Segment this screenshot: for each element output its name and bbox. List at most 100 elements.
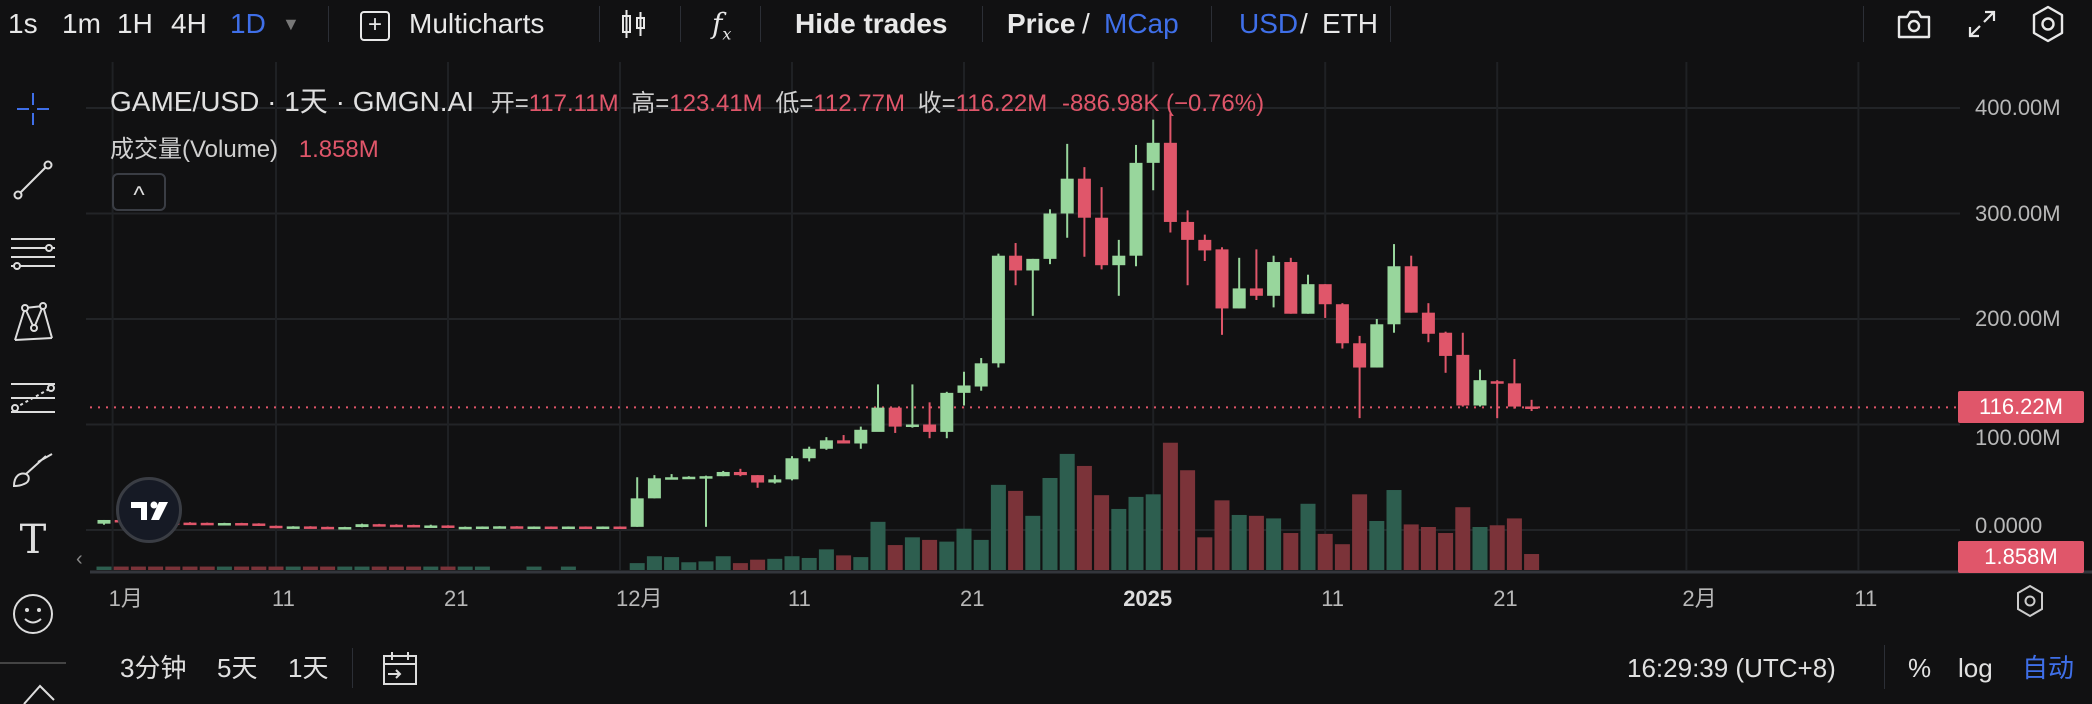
eth-toggle[interactable]: ETH (1322, 8, 1378, 39)
candle-body (682, 476, 696, 480)
volume-bar (96, 566, 112, 570)
candle-body (1060, 178, 1074, 214)
volume-bar (388, 566, 404, 570)
volume-bar (285, 566, 301, 570)
scroll-left-icon[interactable]: ‹ (76, 548, 83, 570)
add-chart-icon[interactable]: + (360, 11, 390, 41)
time-axis-label: 11 (1854, 586, 1878, 611)
divider (352, 648, 353, 688)
open-value: 117.11M (528, 90, 619, 117)
volume-bar (784, 556, 800, 570)
time-axis-label: 21 (960, 586, 985, 611)
volume-bar (165, 566, 181, 570)
close-value: 116.22M (955, 90, 1048, 117)
interval-1m[interactable]: 1m (62, 8, 101, 39)
symbol-title: GAME/USD · 1天 · GMGN.AI (110, 86, 475, 117)
toolbar-divider (0, 662, 66, 664)
candle-body (733, 471, 747, 476)
interval-1s[interactable]: 1s (8, 8, 38, 39)
volume-bar (990, 484, 1006, 570)
candle-body (1232, 288, 1246, 309)
volume-bar (1076, 465, 1092, 570)
candle-body (510, 526, 524, 529)
volume-value: 1.858M (298, 136, 379, 163)
interval-dropdown-icon[interactable]: ▼ (282, 14, 300, 34)
multicharts-button[interactable]: Multicharts (409, 8, 545, 39)
collapse-legend-button[interactable]: ^ (112, 173, 166, 211)
candle-body (579, 526, 593, 530)
divider (1211, 6, 1212, 42)
candle-style-icon[interactable] (620, 8, 648, 40)
text-tool-icon[interactable]: T (19, 517, 47, 563)
volume-bar (1352, 494, 1368, 570)
settings-icon[interactable] (2030, 4, 2066, 44)
volume-bar (337, 566, 353, 570)
candle-body (1473, 380, 1487, 406)
candle-body (991, 255, 1005, 364)
brush-tool[interactable] (8, 445, 58, 495)
interval-1d[interactable]: 1D (230, 8, 266, 39)
tradingview-logo[interactable] (116, 477, 182, 543)
candle-body (252, 523, 266, 526)
candle-body (1215, 249, 1229, 309)
clock-timezone[interactable]: 16:29:39 (UTC+8) (1627, 653, 1836, 683)
horizontal-lines-tool[interactable] (8, 226, 58, 276)
interval-4h[interactable]: 4H (171, 8, 207, 39)
volume-bar (199, 566, 215, 570)
usd-toggle[interactable]: USD (1239, 8, 1299, 39)
candle-body (1112, 255, 1126, 266)
range-3min[interactable]: 3分钟 (120, 653, 187, 683)
volume-bar (1524, 554, 1540, 570)
divider (1884, 645, 1885, 689)
smiley-icon (13, 594, 53, 634)
fibonacci-tool[interactable] (8, 373, 58, 423)
volume-bar (732, 563, 748, 570)
volume-bar (1369, 520, 1385, 570)
tradingview-logo-icon (131, 501, 168, 520)
volume-bar (251, 566, 267, 570)
volume-bar (664, 557, 680, 570)
range-1d[interactable]: 1天 (288, 653, 329, 683)
candle-body (235, 523, 249, 526)
brush-icon (12, 453, 53, 488)
slash-separator: / (1300, 8, 1308, 39)
log-scale-toggle[interactable]: log (1958, 653, 1993, 683)
pattern-tool[interactable] (8, 298, 58, 348)
volume-bar (1334, 544, 1350, 570)
candle-body (974, 363, 988, 387)
calendar-goto-icon[interactable] (380, 650, 420, 688)
candle-body (1525, 406, 1539, 409)
candle-body (372, 524, 386, 527)
candle-body (424, 525, 438, 528)
divider (760, 6, 761, 42)
range-5d[interactable]: 5天 (217, 653, 258, 683)
mcap-toggle[interactable]: MCap (1104, 8, 1179, 39)
crosshair-tool[interactable] (8, 84, 58, 134)
candle-body (1318, 284, 1332, 305)
axis-settings-icon[interactable] (2014, 584, 2046, 618)
auto-scale-toggle[interactable]: 自动 (2022, 653, 2075, 683)
ruler-icon[interactable] (20, 682, 60, 704)
indicators-fx-icon[interactable]: fx (712, 7, 732, 44)
candle-body (802, 448, 816, 459)
percent-scale-toggle[interactable]: % (1908, 653, 1932, 683)
volume-bar (1403, 524, 1419, 570)
candle-body (475, 526, 489, 530)
candle-body (1146, 142, 1160, 163)
interval-1h[interactable]: 1H (117, 8, 153, 39)
pattern-icon (14, 302, 53, 341)
candle-body (1198, 239, 1212, 251)
camera-icon[interactable] (1896, 8, 1932, 40)
trend-line-tool[interactable] (8, 155, 58, 205)
volume-bar (1180, 470, 1196, 570)
price-toggle[interactable]: Price (1007, 8, 1076, 39)
volume-bar (818, 549, 834, 570)
volume-bar (423, 566, 439, 570)
candle-body (888, 407, 902, 427)
emoji-tool[interactable] (8, 589, 58, 639)
candle-body (1095, 217, 1109, 266)
hide-trades-button[interactable]: Hide trades (795, 8, 948, 39)
candle-body (1077, 178, 1091, 218)
fullscreen-icon[interactable] (1966, 8, 1998, 40)
